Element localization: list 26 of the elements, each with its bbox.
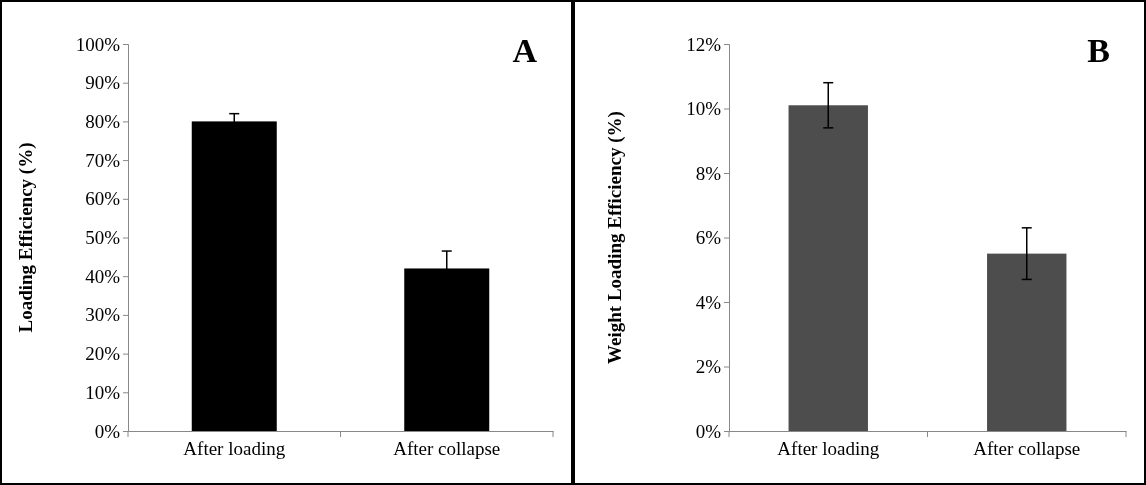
y-axis-title: Weight Loading Efficiency (%)	[604, 111, 626, 364]
y-tick-label: 0%	[94, 420, 121, 442]
y-tick-label: 30%	[85, 304, 121, 326]
y-tick-label: 90%	[85, 72, 121, 94]
y-tick-label: 12%	[686, 33, 722, 55]
y-tick-label: 70%	[85, 149, 121, 171]
x-tick-label: After collapse	[973, 437, 1081, 459]
y-axis-title: Loading Efficiency (%)	[15, 142, 37, 333]
x-tick-label: After loading	[777, 437, 880, 459]
x-tick-label: After loading	[183, 437, 286, 459]
annotation: B	[1087, 32, 1110, 69]
y-tick-label: 4%	[695, 291, 722, 313]
x-tick-label: After collapse	[393, 437, 501, 459]
y-tick-label: 80%	[85, 110, 121, 132]
y-tick-label: 100%	[75, 33, 121, 55]
y-tick-label: 40%	[85, 265, 121, 287]
y-tick-label: 10%	[686, 98, 722, 120]
y-tick-label: 8%	[695, 162, 722, 184]
y-tick-label: 2%	[695, 356, 722, 378]
y-tick-label: 50%	[85, 227, 121, 249]
annotation: A	[512, 32, 538, 69]
y-tick-label: 60%	[85, 188, 121, 210]
y-tick-label: 20%	[85, 343, 121, 365]
y-tick-label: 6%	[695, 227, 722, 249]
y-tick-label: 10%	[85, 381, 121, 403]
y-tick-label: 0%	[695, 420, 722, 442]
